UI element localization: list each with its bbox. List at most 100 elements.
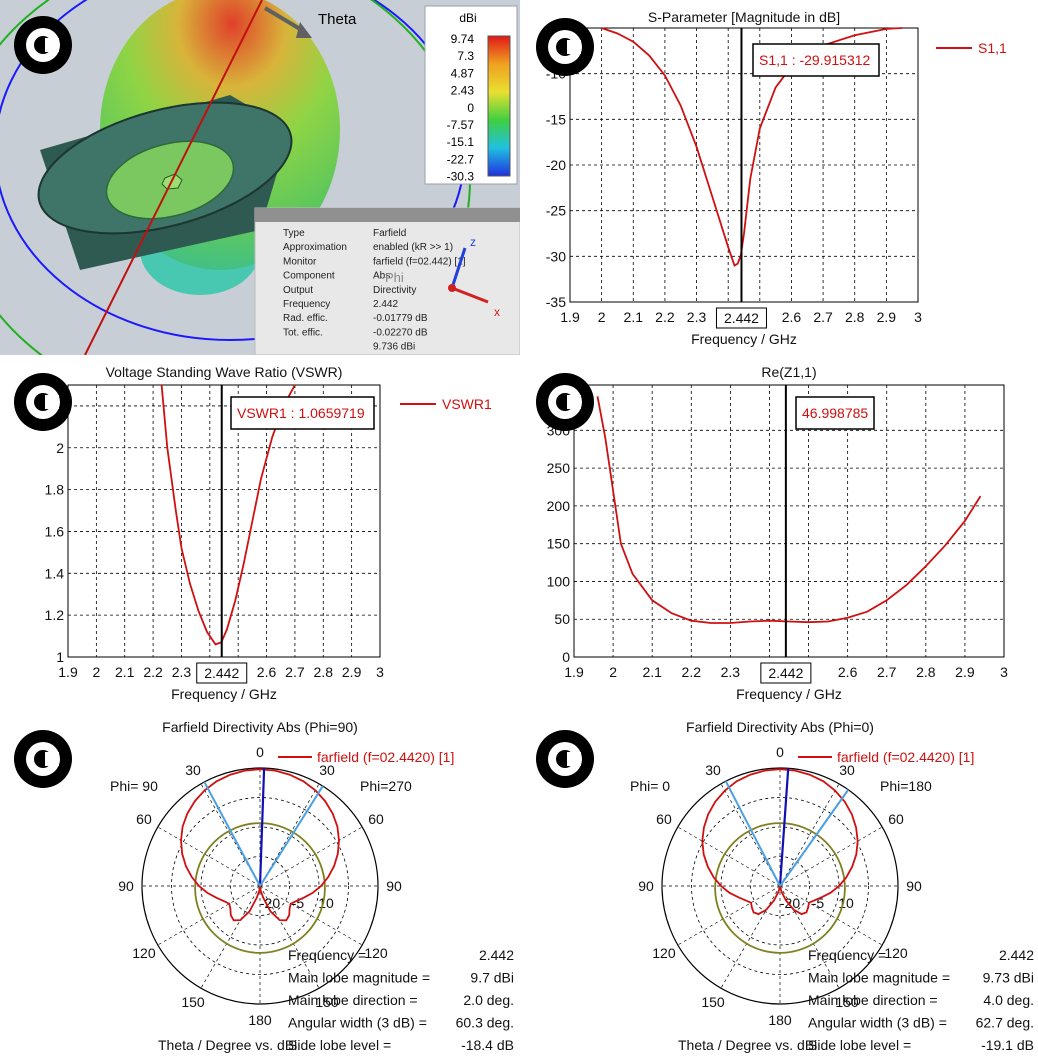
vswr-chart[interactable]: Voltage Standing Wave Ratio (VSWR) 1.9 2 2.… — [0, 355, 520, 710]
beamwidth-line — [259, 785, 324, 887]
x-tick-label: 2.2 — [682, 664, 702, 680]
angle-label: 60 — [888, 811, 904, 827]
angle-label: 60 — [656, 811, 672, 827]
marker-value: 2.442 — [204, 665, 239, 681]
chart-title: Farfield Directivity Abs (Phi=90) — [162, 719, 358, 735]
grid-spoke — [779, 885, 840, 989]
y-tick-label: -15 — [546, 111, 566, 127]
colorbar-tick: -15.1 — [447, 135, 475, 149]
angle-label: 90 — [386, 878, 402, 894]
y-tick-label: 200 — [547, 498, 571, 514]
summary-label: Main lobe magnitude = — [808, 970, 950, 986]
grid-spoke — [779, 885, 883, 946]
info-value: Farfield — [373, 228, 406, 239]
summary-label: Main lobe direction = — [288, 992, 418, 1008]
s-parameter-chart[interactable]: S-Parameter [Magnitude in dB] 1.9 2 2.1 2.2 2… — [520, 0, 1038, 355]
marker-annotation-box — [752, 43, 880, 77]
grid-spoke — [259, 885, 363, 946]
farfield-3d-view[interactable]: Theta dBi 9.74 7.3 4.87 2.43 0 -7.57 -15.1 -22.7 -… — [0, 0, 520, 355]
angle-label: 150 — [181, 994, 205, 1010]
x-tick-label: 2 — [598, 309, 606, 325]
axis-z-label: z — [470, 235, 476, 249]
x-tick-label: 2.7 — [877, 664, 897, 680]
info-key: Output — [283, 285, 313, 296]
info-key: Tot. effic. — [283, 327, 323, 338]
grid-spoke — [677, 885, 781, 946]
colorbar-gradient — [487, 35, 511, 177]
main-lobe-line — [778, 768, 790, 887]
polar-phi0-chart[interactable]: Farfield Directivity Abs (Phi=0) farfield… — [520, 710, 1038, 1062]
axis-triad-origin — [448, 284, 456, 292]
angle-label: 150 — [835, 994, 859, 1010]
impedance-chart[interactable]: Re(Z1,1) 1.9 2 2.1 2.2 2.3 2.6 2.7 2.8 2.9 3 0 50 100… — [520, 355, 1038, 710]
marker-annotation: VSWR1 : 1.0659719 — [237, 405, 365, 421]
x-tick-label: 1.9 — [58, 664, 78, 680]
x-tick-label: 2.1 — [115, 664, 135, 680]
farfield-3d-panel: Theta dBi 9.74 7.3 4.87 2.43 0 -7.57 -15.1 -22.7 -… — [0, 0, 520, 355]
polar-phi90-chart[interactable]: Farfield Directivity Abs (Phi=90) farfiel… — [0, 710, 520, 1062]
impedance-panel: Re(Z1,1) 1.9 2 2.1 2.2 2.3 2.6 2.7 2.8 2.9 3 0 50 100… — [520, 355, 1038, 710]
x-axis-label: Frequency / GHz — [736, 686, 842, 702]
colorbar-unit: dBi — [459, 11, 476, 25]
x-tick-label: 2.3 — [721, 664, 741, 680]
info-value: farfield (f=02.442) [1] — [373, 256, 466, 267]
grid-spoke — [779, 826, 883, 887]
grid-spoke — [779, 783, 840, 887]
x-tick-label: 2.7 — [285, 664, 305, 680]
colorbar-tick: -7.57 — [447, 118, 475, 132]
side-lobe-ring — [714, 822, 846, 954]
info-box — [254, 207, 520, 355]
side-lobe-ring — [194, 822, 326, 954]
polar-phi0-panel: Farfield Directivity Abs (Phi=0) farfield… — [520, 710, 1038, 1062]
angle-label: 180 — [768, 1012, 792, 1028]
phi-right-label: Phi=270 — [360, 778, 412, 794]
angle-label: 30 — [705, 762, 721, 778]
summary-value: 9.7 dBi — [470, 970, 514, 986]
marker-annotation-box — [795, 396, 875, 430]
y-tick-label: 1.8 — [45, 482, 65, 498]
angle-label: 120 — [652, 945, 676, 961]
summary-label: Main lobe direction = — [808, 992, 938, 1008]
grid-ring — [171, 797, 349, 975]
colorbar-tick: 0 — [467, 101, 474, 115]
summary-label: Frequency = — [808, 947, 886, 963]
summary-value: -18.4 dB — [461, 1037, 514, 1053]
info-value: enabled (kR >> 1) — [373, 242, 453, 253]
copyright-icon — [536, 373, 594, 431]
colorbar-tick: 4.87 — [451, 66, 475, 80]
theta-label: Theta — [318, 11, 357, 28]
x-tick-label: 2.6 — [838, 664, 858, 680]
x-tick-label: 2.1 — [642, 664, 662, 680]
summary-value: -19.1 dB — [981, 1037, 1034, 1053]
angle-label: 120 — [364, 945, 388, 961]
info-box-header — [255, 208, 520, 222]
grid-spoke — [259, 826, 363, 887]
angle-label: 30 — [839, 762, 855, 778]
s-parameter-panel: S-Parameter [Magnitude in dB] 1.9 2 2.1 2.2 2… — [520, 0, 1038, 355]
x-axis-label: Frequency / GHz — [171, 686, 277, 702]
summary-value: 62.7 deg. — [976, 1015, 1034, 1031]
x-tick-label: 2.3 — [172, 664, 192, 680]
x-tick-label: 2.6 — [257, 664, 277, 680]
angle-label: 30 — [319, 762, 335, 778]
x-tick-label: 1.9 — [560, 309, 580, 325]
grid-spoke — [157, 826, 261, 887]
summary-value: 60.3 deg. — [456, 1015, 514, 1031]
vswr-panel: Voltage Standing Wave Ratio (VSWR) 1.9 2 2.… — [0, 355, 520, 710]
angle-label: 120 — [884, 945, 908, 961]
angle-label: 180 — [248, 1012, 272, 1028]
angle-label: 60 — [136, 811, 152, 827]
x-tick-label: 2.8 — [314, 664, 334, 680]
axis-triad-z — [450, 247, 467, 289]
marker-value-box — [715, 307, 767, 329]
summary-value: 2.442 — [999, 947, 1034, 963]
x-tick-label: 2 — [609, 664, 617, 680]
y-tick-label: 100 — [547, 573, 571, 589]
grid-ring — [691, 797, 869, 975]
x-tick-label: 3 — [376, 664, 384, 680]
info-key: Approximation — [283, 242, 347, 253]
radial-label: -5 — [812, 895, 825, 911]
axis-triad-x — [451, 286, 489, 304]
info-value: -0.01779 dB — [373, 313, 428, 324]
radial-label: 10 — [318, 895, 334, 911]
